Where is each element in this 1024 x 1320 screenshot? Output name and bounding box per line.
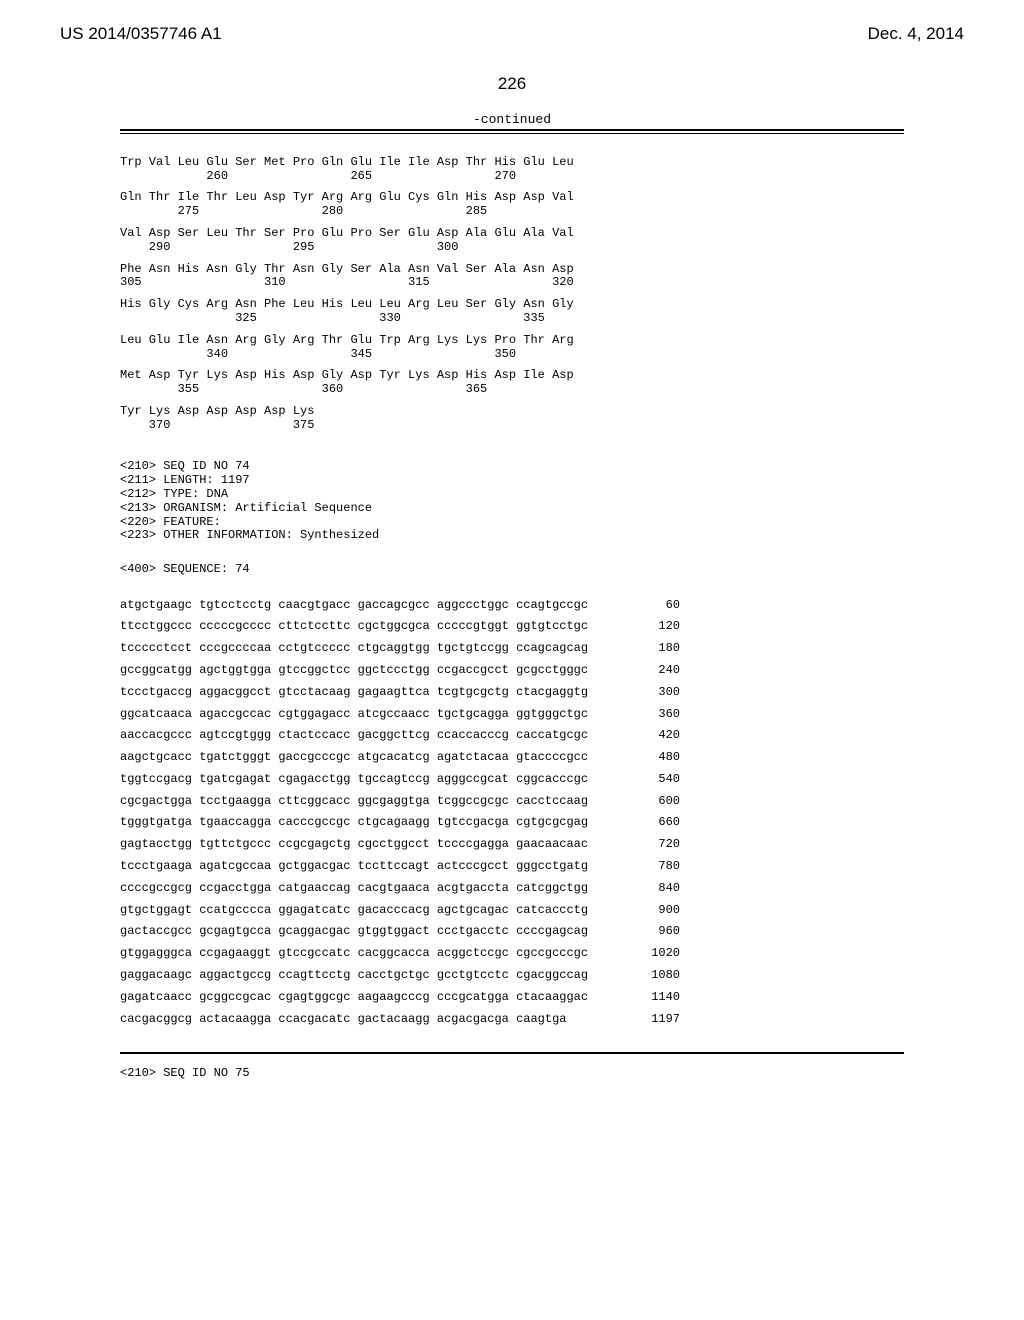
dna-row: atgctgaagc tgtcctcctg caacgtgacc gaccagc… bbox=[120, 599, 680, 613]
dna-row: gagatcaacc gcggccgcac cgagtggcgc aagaagc… bbox=[120, 991, 680, 1005]
dna-position: 600 bbox=[640, 795, 680, 809]
dna-row: tggtccgacg tgatcgagat cgagacctgg tgccagt… bbox=[120, 773, 680, 787]
dna-row: tccccctcct cccgccccaa cctgtccccc ctgcagg… bbox=[120, 642, 680, 656]
divider-end bbox=[120, 1052, 904, 1054]
divider-top bbox=[120, 129, 904, 131]
dna-position: 660 bbox=[640, 816, 680, 830]
dna-position: 420 bbox=[640, 729, 680, 743]
dna-sequence: gccggcatgg agctggtgga gtccggctcc ggctccc… bbox=[120, 664, 588, 678]
dna-sequence: atgctgaagc tgtcctcctg caacgtgacc gaccagc… bbox=[120, 599, 588, 613]
dna-sequence: aaccacgccc agtccgtggg ctactccacc gacggct… bbox=[120, 729, 588, 743]
amino-acid-row: Phe Asn His Asn Gly Thr Asn Gly Ser Ala … bbox=[120, 263, 904, 291]
amino-acid-row: Tyr Lys Asp Asp Asp Asp Lys 370 375 bbox=[120, 405, 904, 433]
dna-row: gtggagggca ccgagaaggt gtccgccatc cacggca… bbox=[120, 947, 680, 961]
dna-sequence: gagtacctgg tgttctgccc ccgcgagctg cgcctgg… bbox=[120, 838, 588, 852]
amino-acid-row: His Gly Cys Arg Asn Phe Leu His Leu Leu … bbox=[120, 298, 904, 326]
divider-bottom bbox=[120, 133, 904, 134]
metadata-block: <210> SEQ ID NO 74 <211> LENGTH: 1197 <2… bbox=[120, 460, 904, 543]
dna-position: 540 bbox=[640, 773, 680, 787]
dna-sequence: tccctgaccg aggacggcct gtcctacaag gagaagt… bbox=[120, 686, 588, 700]
dna-sequence: tgggtgatga tgaaccagga cacccgccgc ctgcaga… bbox=[120, 816, 588, 830]
dna-row: tgggtgatga tgaaccagga cacccgccgc ctgcaga… bbox=[120, 816, 680, 830]
dna-row: tccctgaccg aggacggcct gtcctacaag gagaagt… bbox=[120, 686, 680, 700]
dna-row: aaccacgccc agtccgtggg ctactccacc gacggct… bbox=[120, 729, 680, 743]
amino-acid-row: Val Asp Ser Leu Thr Ser Pro Glu Pro Ser … bbox=[120, 227, 904, 255]
dna-position: 840 bbox=[640, 882, 680, 896]
dna-position: 900 bbox=[640, 904, 680, 918]
dna-row: gtgctggagt ccatgcccca ggagatcatc gacaccc… bbox=[120, 904, 680, 918]
dna-row: cacgacggcg actacaagga ccacgacatc gactaca… bbox=[120, 1013, 680, 1027]
page-number: 226 bbox=[0, 74, 1024, 94]
dna-position: 120 bbox=[640, 620, 680, 634]
continued-label: -continued bbox=[0, 112, 1024, 127]
dna-sequence: cacgacggcg actacaagga ccacgacatc gactaca… bbox=[120, 1013, 566, 1027]
dna-position: 360 bbox=[640, 708, 680, 722]
dna-position: 960 bbox=[640, 925, 680, 939]
dna-sequence: tccccctcct cccgccccaa cctgtccccc ctgcagg… bbox=[120, 642, 588, 656]
sequence-content: Trp Val Leu Glu Ser Met Pro Gln Glu Ile … bbox=[120, 142, 904, 1048]
amino-acid-row: Trp Val Leu Glu Ser Met Pro Gln Glu Ile … bbox=[120, 156, 904, 184]
dna-sequence: tggtccgacg tgatcgagat cgagacctgg tgccagt… bbox=[120, 773, 588, 787]
page-header: US 2014/0357746 A1 Dec. 4, 2014 bbox=[0, 0, 1024, 44]
dna-row: gccggcatgg agctggtgga gtccggctcc ggctccc… bbox=[120, 664, 680, 678]
dna-position: 1080 bbox=[640, 969, 680, 983]
dna-position: 240 bbox=[640, 664, 680, 678]
dna-row: gaggacaagc aggactgccg ccagttcctg cacctgc… bbox=[120, 969, 680, 983]
dna-position: 60 bbox=[640, 599, 680, 613]
dna-sequence: ttcctggccc cccccgcccc cttctccttc cgctggc… bbox=[120, 620, 588, 634]
dna-sequence: gaggacaagc aggactgccg ccagttcctg cacctgc… bbox=[120, 969, 588, 983]
dna-row: ttcctggccc cccccgcccc cttctccttc cgctggc… bbox=[120, 620, 680, 634]
dna-position: 1020 bbox=[640, 947, 680, 961]
dna-sequence: tccctgaaga agatcgccaa gctggacgac tccttcc… bbox=[120, 860, 588, 874]
dna-position: 780 bbox=[640, 860, 680, 874]
dna-sequence: ggcatcaaca agaccgccac cgtggagacc atcgcca… bbox=[120, 708, 588, 722]
dna-position: 1197 bbox=[640, 1013, 680, 1027]
dna-sequence: gagatcaacc gcggccgcac cgagtggcgc aagaagc… bbox=[120, 991, 588, 1005]
dna-sequence: cgcgactgga tcctgaagga cttcggcacc ggcgagg… bbox=[120, 795, 588, 809]
publication-date: Dec. 4, 2014 bbox=[868, 24, 964, 44]
dna-row: gagtacctgg tgttctgccc ccgcgagctg cgcctgg… bbox=[120, 838, 680, 852]
dna-row: gactaccgcc gcgagtgcca gcaggacgac gtggtgg… bbox=[120, 925, 680, 939]
amino-acid-row: Leu Glu Ile Asn Arg Gly Arg Thr Glu Trp … bbox=[120, 334, 904, 362]
dna-row: ccccgccgcg ccgacctgga catgaaccag cacgtga… bbox=[120, 882, 680, 896]
dna-sequence: gtggagggca ccgagaaggt gtccgccatc cacggca… bbox=[120, 947, 588, 961]
dna-position: 720 bbox=[640, 838, 680, 852]
dna-position: 180 bbox=[640, 642, 680, 656]
dna-row: ggcatcaaca agaccgccac cgtggagacc atcgcca… bbox=[120, 708, 680, 722]
dna-sequence: gactaccgcc gcgagtgcca gcaggacgac gtggtgg… bbox=[120, 925, 588, 939]
dna-row: aagctgcacc tgatctgggt gaccgcccgc atgcaca… bbox=[120, 751, 680, 765]
dna-position: 480 bbox=[640, 751, 680, 765]
dna-row: tccctgaaga agatcgccaa gctggacgac tccttcc… bbox=[120, 860, 680, 874]
dna-row: cgcgactgga tcctgaagga cttcggcacc ggcgagg… bbox=[120, 795, 680, 809]
footer-note: <210> SEQ ID NO 75 bbox=[120, 1066, 904, 1080]
dna-sequence: ccccgccgcg ccgacctgga catgaaccag cacgtga… bbox=[120, 882, 588, 896]
dna-position: 300 bbox=[640, 686, 680, 700]
dna-position: 1140 bbox=[640, 991, 680, 1005]
publication-number: US 2014/0357746 A1 bbox=[60, 24, 222, 44]
dna-sequence: gtgctggagt ccatgcccca ggagatcatc gacaccc… bbox=[120, 904, 588, 918]
amino-acid-row: Met Asp Tyr Lys Asp His Asp Gly Asp Tyr … bbox=[120, 369, 904, 397]
dna-sequence: aagctgcacc tgatctgggt gaccgcccgc atgcaca… bbox=[120, 751, 588, 765]
sequence-header: <400> SEQUENCE: 74 bbox=[120, 563, 904, 577]
amino-acid-row: Gln Thr Ile Thr Leu Asp Tyr Arg Arg Glu … bbox=[120, 191, 904, 219]
